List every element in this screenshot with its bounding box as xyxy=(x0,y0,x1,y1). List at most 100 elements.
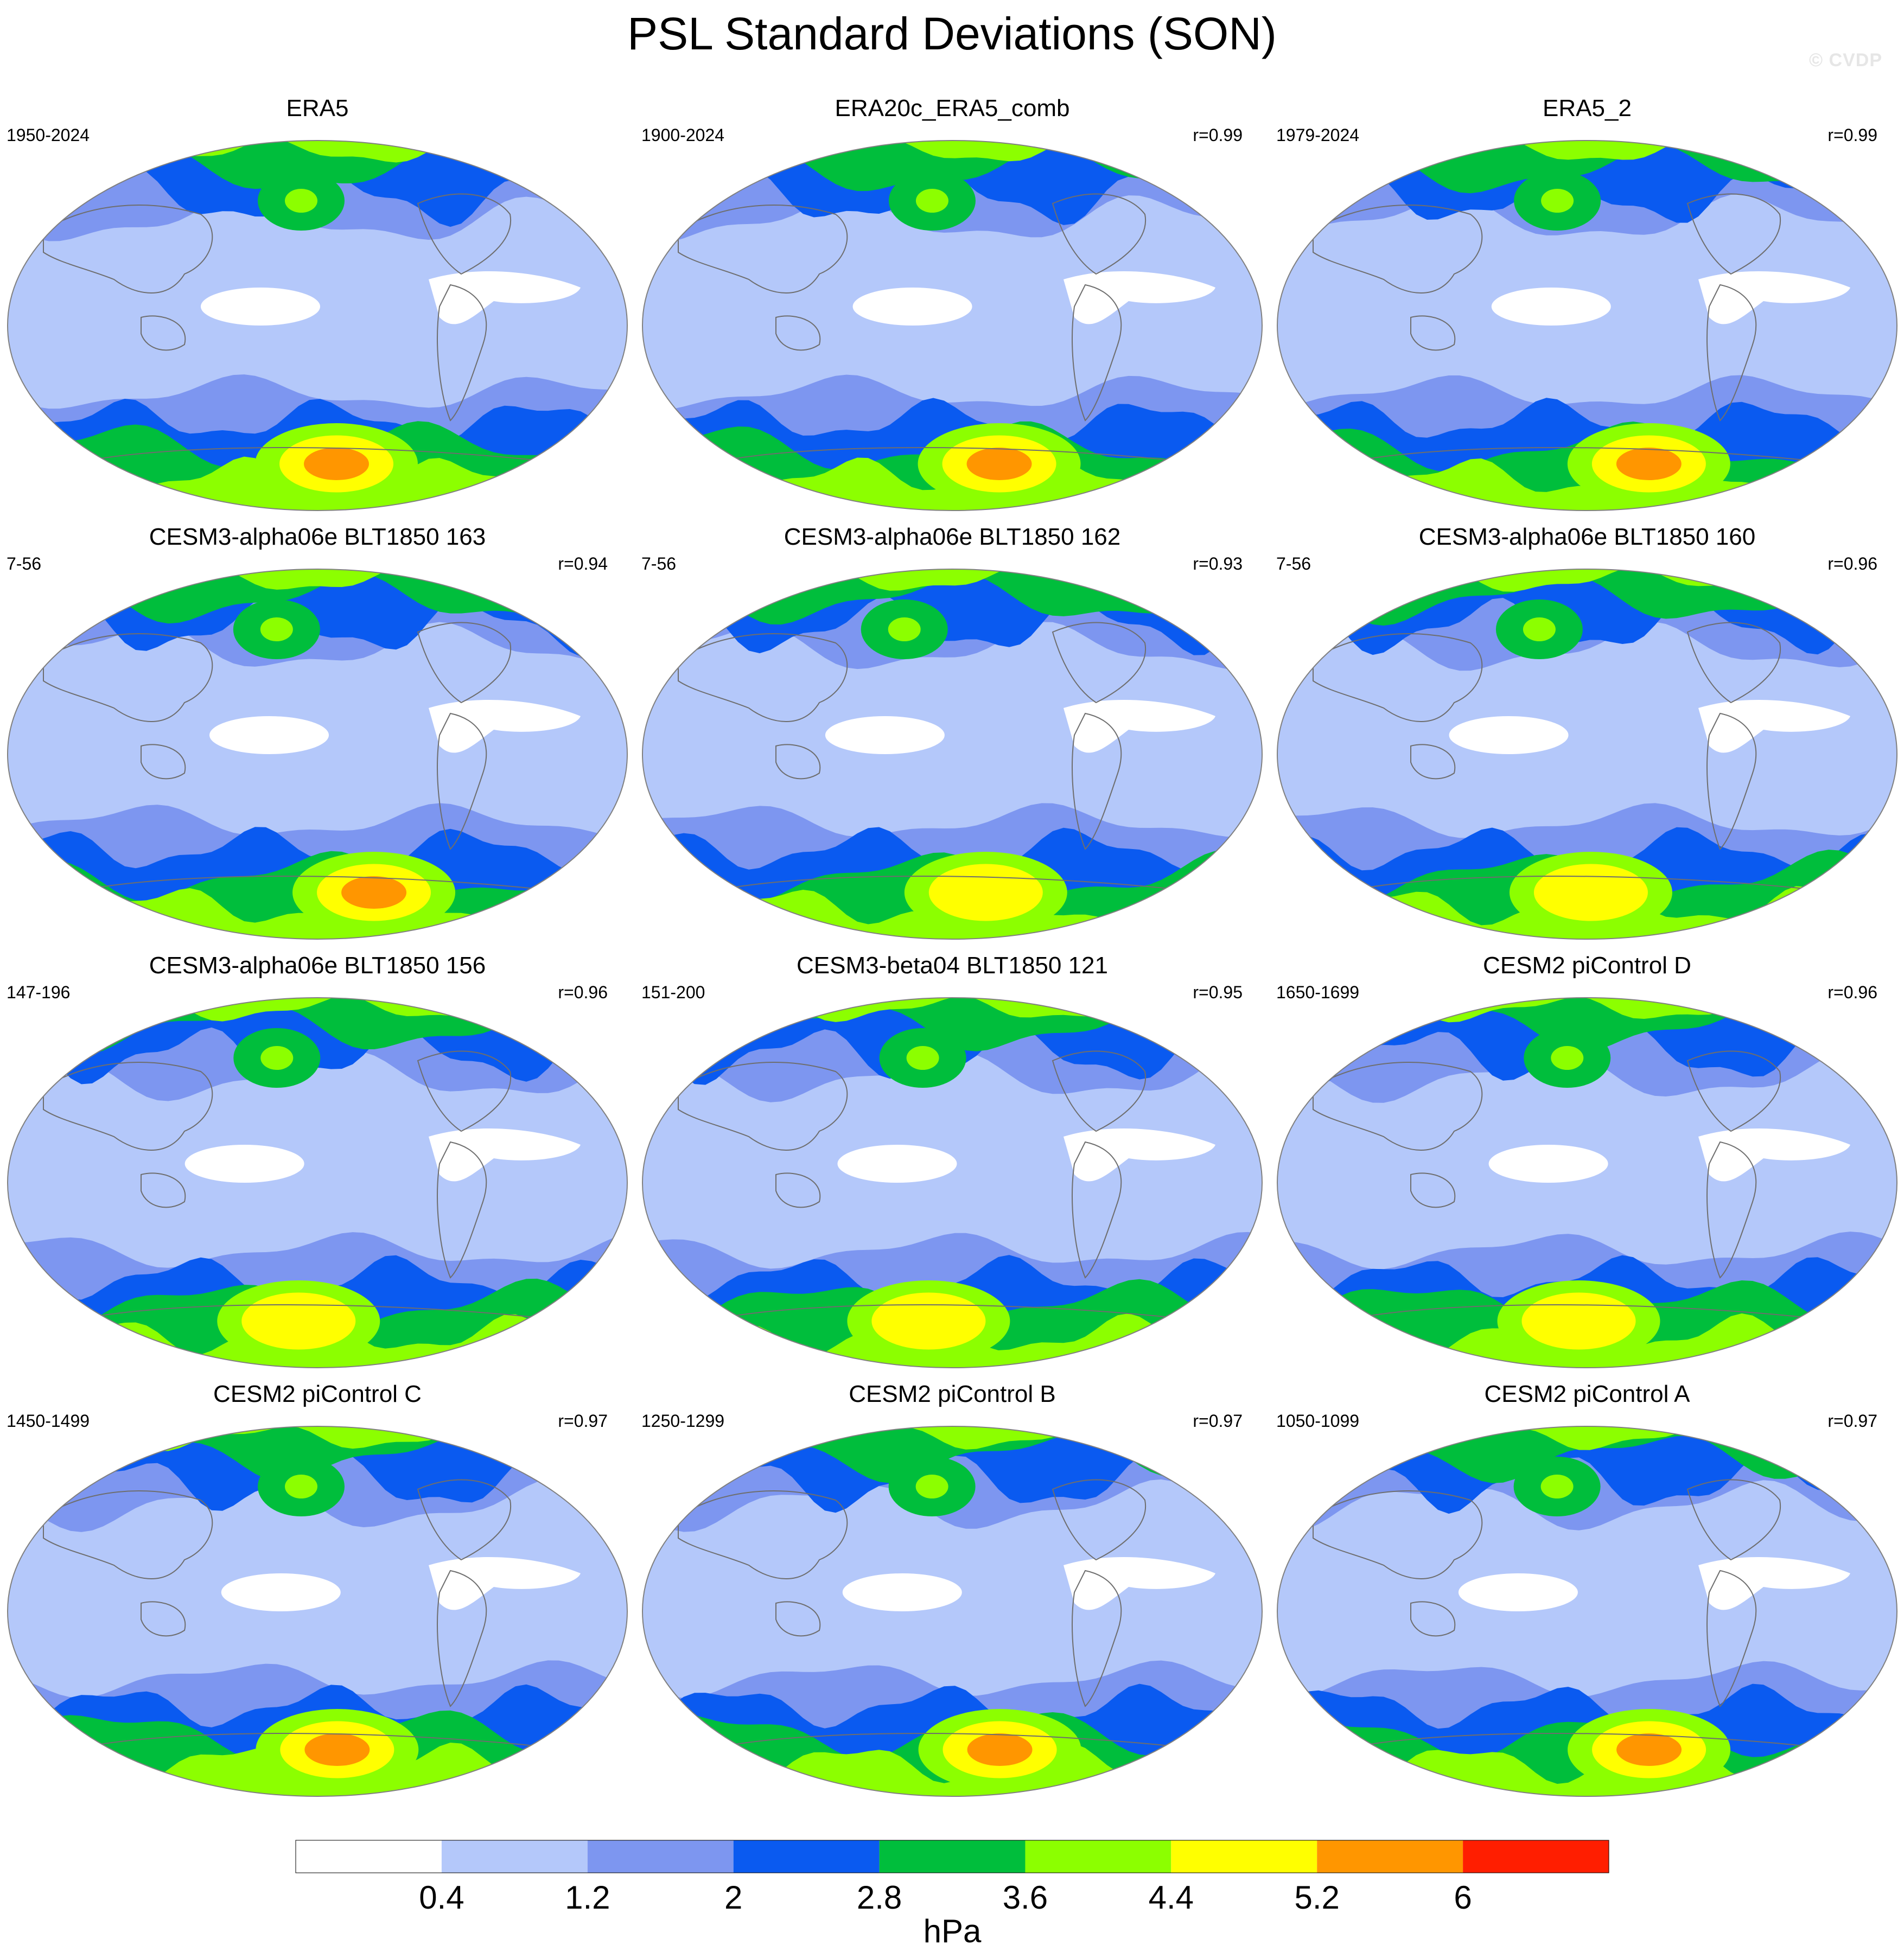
north-band xyxy=(1277,141,1897,165)
south-maximum xyxy=(241,1292,356,1350)
tropical-minimum xyxy=(1449,716,1569,754)
tropical-minimum xyxy=(842,1573,962,1611)
panel-correlation: r=0.96 xyxy=(1827,554,1877,573)
coastline xyxy=(70,876,570,893)
colorbar-bin xyxy=(1025,1840,1171,1873)
panel-years: 7-56 xyxy=(7,554,42,573)
panel-correlation: r=0.99 xyxy=(1193,125,1243,145)
tropical-minimum xyxy=(1064,1557,1215,1610)
south-maximum xyxy=(304,448,369,480)
north-pacific-core xyxy=(1541,189,1574,213)
coastline xyxy=(43,1490,213,1579)
coastline xyxy=(417,193,512,275)
panel-correlation: r=0.99 xyxy=(1827,125,1877,145)
map-field xyxy=(7,1426,628,1797)
coastline xyxy=(1340,1733,1840,1750)
panel-title: ERA5 xyxy=(286,95,349,122)
panel-years: 1979-2024 xyxy=(1276,125,1360,145)
map-panel: CESM2 piControl D 1650-1699 r=0.96 xyxy=(1270,952,1904,1375)
coastline xyxy=(1313,633,1483,722)
coastline xyxy=(1072,284,1122,422)
north-pacific-core xyxy=(888,617,921,641)
panel-title: CESM3-alpha06e BLT1850 156 xyxy=(149,952,486,979)
tropical-minimum xyxy=(1064,699,1215,753)
colorbar-bin xyxy=(879,1840,1026,1873)
coastline xyxy=(678,633,848,722)
tropical-minimum xyxy=(1491,288,1611,326)
north-pacific-core xyxy=(285,189,317,213)
south-band xyxy=(1277,456,1897,511)
map-border xyxy=(642,997,1263,1368)
tropical-minimum xyxy=(1064,1128,1215,1182)
map-panel: ERA20c_ERA5_comb 1900-2024 r=0.99 xyxy=(635,95,1270,518)
panel-years: 1450-1499 xyxy=(7,1411,90,1431)
coastline xyxy=(1410,315,1456,351)
map-border xyxy=(1277,140,1897,511)
tropical-minimum xyxy=(429,1557,581,1610)
map-panel: CESM3-alpha06e BLT1850 163 7-56 r=0.94 xyxy=(0,524,635,947)
map-panel: CESM3-alpha06e BLT1850 160 7-56 r=0.96 xyxy=(1270,524,1904,947)
panel-years: 7-56 xyxy=(641,554,677,573)
coastline xyxy=(70,1304,570,1322)
north-pacific-core xyxy=(284,1475,317,1498)
south-maximum xyxy=(928,864,1043,921)
map-panel: ERA5 1950-2024 xyxy=(0,95,635,518)
coastline xyxy=(1706,1141,1757,1279)
coastline xyxy=(1072,712,1122,850)
north-band xyxy=(1277,1426,1897,1451)
coastline xyxy=(417,1479,512,1561)
coastline xyxy=(437,284,487,422)
colorbar-bin xyxy=(587,1840,734,1873)
colorbar: 0.4 1.2 2 2.8 3.6 4.4 5.2 6 hPa xyxy=(295,1840,1609,1949)
panel-years: 147-196 xyxy=(7,983,71,1002)
north-pacific-core xyxy=(906,1046,939,1070)
north-pacific-core xyxy=(260,1046,294,1070)
map-border xyxy=(7,1426,628,1797)
tropical-minimum xyxy=(429,699,581,753)
coastline xyxy=(775,1172,821,1208)
coastline xyxy=(1686,622,1781,704)
south-maximum xyxy=(1616,448,1682,480)
colorbar-tick-label: 1.2 xyxy=(565,1879,610,1916)
map-panel: CESM2 piControl B 1250-1299 r=0.97 xyxy=(635,1381,1270,1804)
map-border xyxy=(642,140,1263,511)
map-panel: ERA5_2 1979-2024 r=0.99 xyxy=(1270,95,1904,518)
coastline xyxy=(1072,1141,1122,1279)
tropical-minimum xyxy=(1698,699,1850,753)
coastline xyxy=(678,205,848,294)
colorbar-tick-label: 5.2 xyxy=(1294,1879,1339,1916)
map-panel: CESM2 piControl C 1450-1499 r=0.97 xyxy=(0,1381,635,1804)
coastline xyxy=(705,1733,1205,1750)
panel-years: 7-56 xyxy=(1276,554,1311,573)
colorbar-tick-label: 0.4 xyxy=(419,1879,464,1916)
tropical-minimum xyxy=(837,1145,957,1183)
panel-correlation: r=0.94 xyxy=(558,554,608,573)
coastline xyxy=(437,712,487,850)
map-field xyxy=(1277,1426,1897,1797)
coastline xyxy=(417,622,512,704)
coastline xyxy=(70,1733,570,1750)
panel-years: 1900-2024 xyxy=(641,125,725,145)
tropical-minimum xyxy=(1458,1573,1578,1611)
map-panel: CESM3-beta04 BLT1850 121 151-200 r=0.95 xyxy=(635,952,1270,1375)
coastline xyxy=(1706,1570,1757,1707)
north-pacific-core xyxy=(260,617,293,641)
map-field xyxy=(642,1426,1263,1797)
north-pacific-core xyxy=(1523,617,1556,641)
map-panel: CESM2 piControl A 1050-1099 r=0.97 xyxy=(1270,1381,1904,1804)
panel-years: 1950-2024 xyxy=(7,125,90,145)
map-field xyxy=(642,140,1263,511)
coastline xyxy=(1340,447,1840,464)
colorbar-tick-label: 4.4 xyxy=(1149,1879,1194,1916)
coastline xyxy=(417,1050,512,1132)
coastline xyxy=(1313,1490,1483,1579)
coastline xyxy=(1340,1304,1840,1322)
panel-correlation: r=0.95 xyxy=(1193,983,1243,1002)
colorbar-bin xyxy=(296,1840,442,1873)
panel-title: CESM2 piControl B xyxy=(849,1381,1056,1407)
map-panel: CESM3-alpha06e BLT1850 162 7-56 r=0.93 xyxy=(635,524,1270,947)
colorbar-unit-label: hPa xyxy=(924,1913,982,1949)
map-field xyxy=(642,997,1263,1368)
map-border xyxy=(1277,569,1897,940)
coastline xyxy=(437,1141,487,1279)
